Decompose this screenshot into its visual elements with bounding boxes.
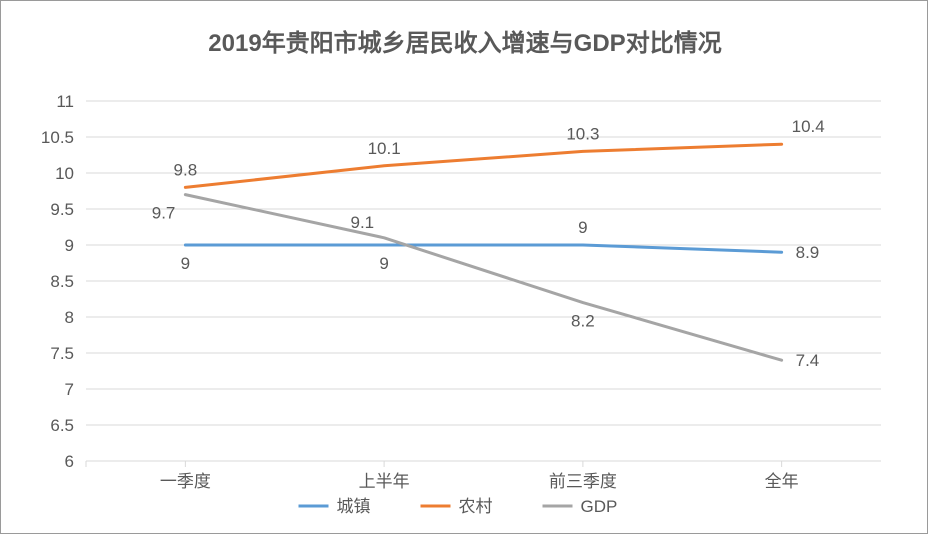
data-label: 7.4 bbox=[796, 351, 820, 370]
data-label: 10.1 bbox=[368, 139, 401, 158]
data-label: 8.9 bbox=[796, 243, 820, 262]
data-label: 10.4 bbox=[792, 117, 825, 136]
y-tick-label: 10.5 bbox=[41, 128, 74, 147]
y-tick-label: 6.5 bbox=[50, 416, 74, 435]
data-label: 9.7 bbox=[152, 204, 176, 223]
y-tick-label: 10 bbox=[55, 164, 74, 183]
legend-label: 城镇 bbox=[337, 497, 371, 516]
data-label: 9.1 bbox=[350, 213, 374, 232]
series-line bbox=[185, 144, 781, 187]
y-tick-label: 8 bbox=[65, 308, 74, 327]
x-tick-label: 全年 bbox=[765, 472, 799, 491]
y-tick-label: 7 bbox=[65, 380, 74, 399]
legend-label: GDP bbox=[581, 497, 618, 516]
legend-label: 农村 bbox=[459, 497, 493, 516]
chart-card: 2019年贵阳市城乡居民收入增速与GDP对比情况 6 6.5 7 7.5 8 8.5 9 9.5… bbox=[0, 0, 928, 534]
series-line bbox=[185, 245, 781, 252]
data-label: 10.3 bbox=[566, 124, 599, 143]
chart-svg: 2019年贵阳市城乡居民收入增速与GDP对比情况 6 6.5 7 7.5 8 8.5 9 9.5… bbox=[1, 1, 928, 535]
data-label: 9 bbox=[578, 218, 587, 237]
y-tick-label: 11 bbox=[56, 92, 74, 111]
y-tick-label: 6 bbox=[65, 452, 74, 471]
y-tick-label: 7.5 bbox=[50, 344, 74, 363]
data-label: 8.2 bbox=[571, 312, 595, 331]
data-label: 9 bbox=[181, 254, 190, 273]
series-line bbox=[185, 195, 781, 361]
data-label: 9.8 bbox=[174, 160, 198, 179]
chart-title: 2019年贵阳市城乡居民收入增速与GDP对比情况 bbox=[208, 29, 721, 57]
x-tick-label: 前三季度 bbox=[549, 472, 617, 491]
y-tick-label: 9 bbox=[65, 236, 74, 255]
y-tick-label: 8.5 bbox=[50, 272, 74, 291]
x-tick-label: 一季度 bbox=[160, 472, 211, 491]
y-tick-label: 9.5 bbox=[50, 200, 74, 219]
data-label: 9 bbox=[379, 254, 388, 273]
x-tick-label: 上半年 bbox=[359, 472, 410, 491]
